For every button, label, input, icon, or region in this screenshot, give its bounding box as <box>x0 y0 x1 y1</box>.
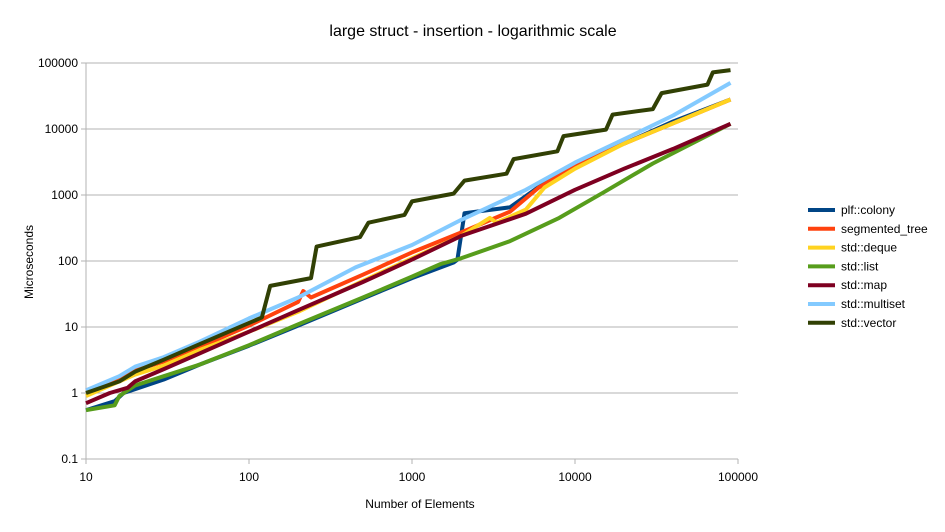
legend-label: std::vector <box>841 316 896 330</box>
legend-label: segmented_tree <box>841 222 928 236</box>
y-tick-label: 1000 <box>51 188 78 202</box>
legend: plf::colonysegmented_treestd::dequestd::… <box>808 203 928 330</box>
series-lines <box>85 68 732 413</box>
tick-labels: 0.1 1 10 100 1000 10000 100000 10 100 1000 10000 10… <box>38 56 758 484</box>
y-tick-label: 0.1 <box>61 452 78 466</box>
x-axis-title: Number of Elements <box>365 497 474 511</box>
series-line-std-multiset <box>85 81 732 393</box>
y-tick-label: 10000 <box>45 122 79 136</box>
y-tick-label: 10 <box>65 320 79 334</box>
y-tick-label: 1 <box>71 386 78 400</box>
series-line-std-vector <box>85 68 731 395</box>
x-tick-label: 100000 <box>718 470 758 484</box>
y-tick-label: 100 <box>58 254 78 268</box>
x-tick-label: 1000 <box>399 470 426 484</box>
x-tick-label: 100 <box>239 470 259 484</box>
y-axis-title: Microseconds <box>22 225 36 299</box>
grid <box>86 62 738 460</box>
x-tick-label: 10 <box>79 470 93 484</box>
legend-label: std::multiset <box>841 297 906 311</box>
y-tick-label: 100000 <box>38 56 78 70</box>
series-line-std-map <box>85 121 732 406</box>
legend-label: plf::colony <box>841 203 895 217</box>
chart-title: large struct - insertion - logarithmic s… <box>329 23 616 40</box>
legend-label: std::deque <box>841 241 897 255</box>
x-tick-label: 10000 <box>558 470 592 484</box>
series-line-std-list <box>85 122 732 413</box>
legend-label: std::list <box>841 259 879 273</box>
legend-label: std::map <box>841 278 887 292</box>
axes <box>81 62 739 464</box>
